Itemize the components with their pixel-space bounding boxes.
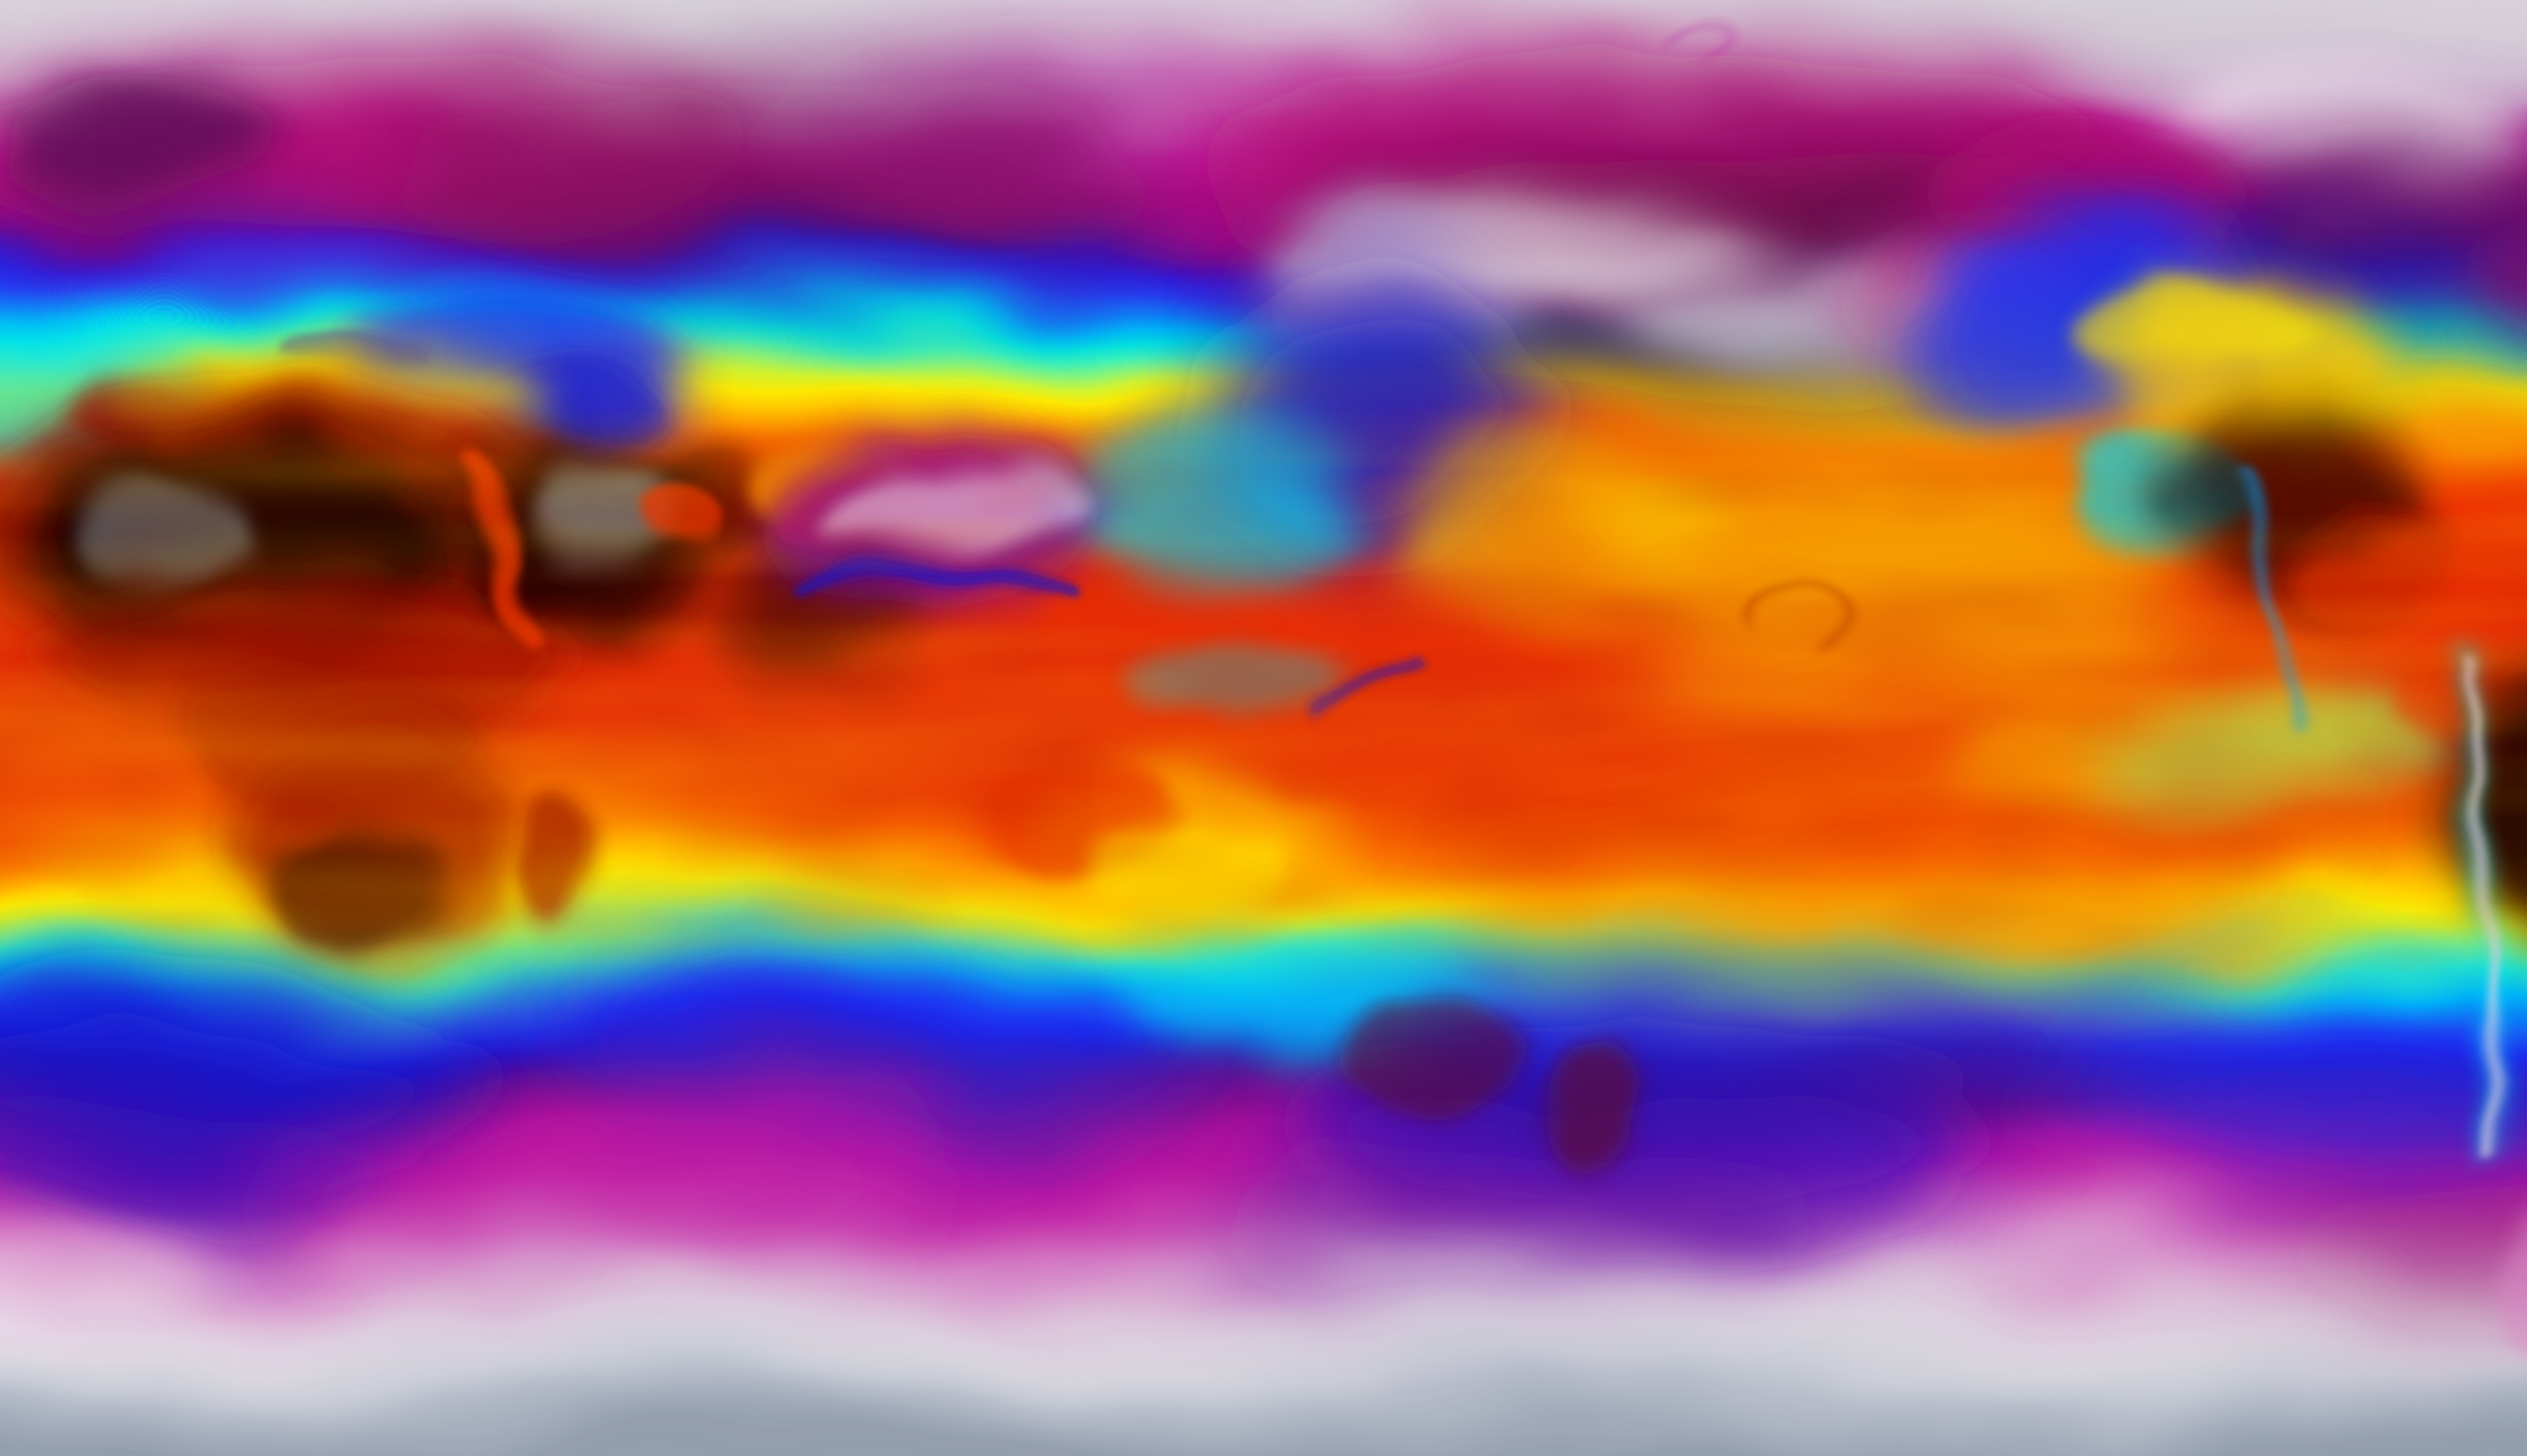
us-west-yellow <box>2087 278 2310 369</box>
australia-se-dark <box>1339 996 1531 1117</box>
maroon-europe-russia <box>379 86 1137 278</box>
subarctic-purple-nw <box>15 86 288 217</box>
equator-mottle <box>0 404 2527 1001</box>
global-temperature-map <box>0 0 2527 1456</box>
map-viewport <box>0 0 2527 1456</box>
south-magenta-indian <box>243 1107 970 1279</box>
south-violet-pacific <box>1203 1137 1830 1299</box>
